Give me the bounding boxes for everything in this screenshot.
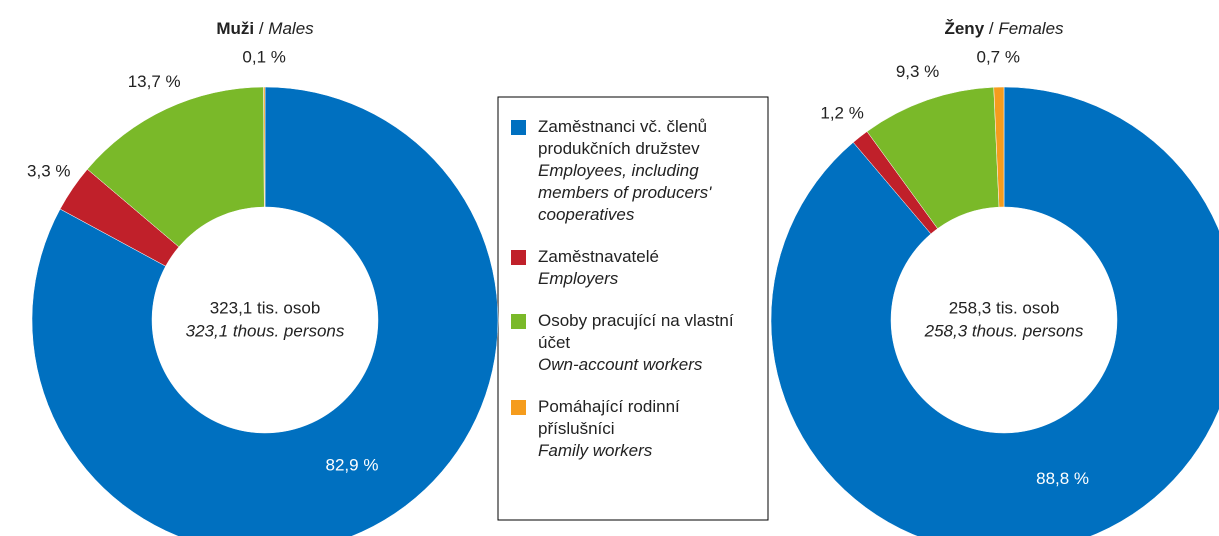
legend-box xyxy=(497,96,769,521)
data-label: 1,2 % xyxy=(820,103,863,122)
donut-slice xyxy=(770,86,1219,536)
data-label: 0,1 % xyxy=(242,47,285,66)
data-label: 3,3 % xyxy=(27,162,70,181)
legend-swatch xyxy=(511,250,526,265)
center-label-en: 323,1 thous. persons xyxy=(186,321,345,340)
center-label-en: 258,3 thous. persons xyxy=(924,321,1084,340)
data-label: 82,9 % xyxy=(326,456,379,475)
data-label: 9,3 % xyxy=(896,62,939,81)
data-label: 0,7 % xyxy=(976,48,1019,67)
legend-label: Own-account workers xyxy=(538,355,703,374)
center-label: 323,1 tis. osob xyxy=(210,298,321,317)
title-part: / xyxy=(254,19,264,38)
title-part: / xyxy=(984,19,994,38)
donut-slice xyxy=(263,86,266,208)
legend-label: Zaměstnanci vč. členů produkčních družste… xyxy=(538,117,707,158)
data-label: 13,7 % xyxy=(128,72,181,91)
data-label: 88,8 % xyxy=(1036,469,1089,488)
legend-label: Osoby pracující na vlastní účet xyxy=(538,311,734,352)
legend-label: Family workers xyxy=(538,441,653,460)
legend-label: Zaměstnavatelé xyxy=(538,247,659,266)
title-part: Males xyxy=(264,19,315,38)
legend-label: Employees, including members of producers… xyxy=(538,161,712,224)
title-part: Ženy xyxy=(944,19,984,38)
donut-slice xyxy=(86,86,265,248)
title-part: Females xyxy=(994,19,1064,38)
legend-swatch xyxy=(511,314,526,329)
chart-title: Ženy / Females xyxy=(944,19,1064,38)
legend-swatch xyxy=(511,120,526,135)
chart-title: Muži / Males xyxy=(216,19,314,38)
title-part: Muži xyxy=(216,19,254,38)
donut-slice xyxy=(31,86,499,536)
legend-label: Pomáhající rodinní příslušníci xyxy=(538,397,680,438)
legend-label: Employers xyxy=(538,269,619,288)
center-label: 258,3 tis. osob xyxy=(949,298,1060,317)
donut-slice xyxy=(993,86,1005,208)
legend-swatch xyxy=(511,400,526,415)
